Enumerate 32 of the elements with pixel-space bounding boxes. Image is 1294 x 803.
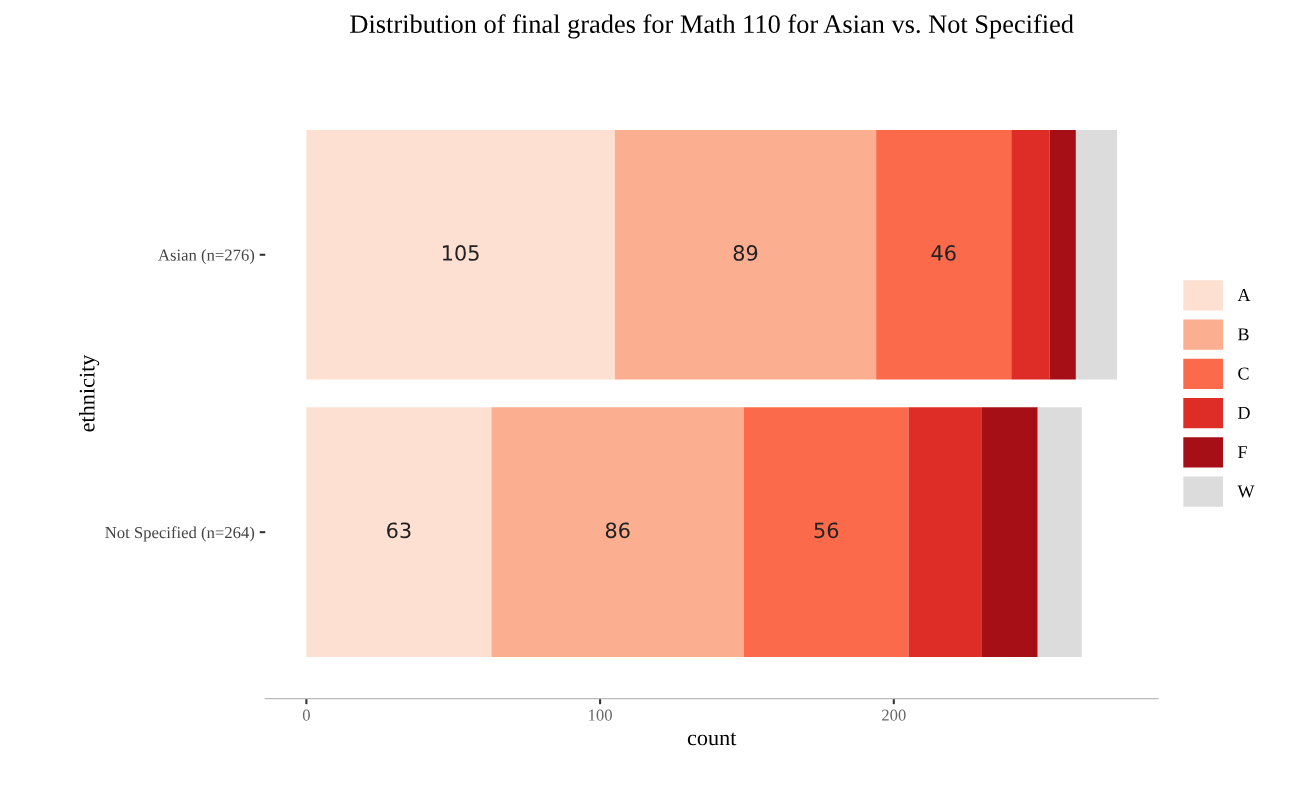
bar — [876, 129, 1012, 380]
bar — [981, 407, 1038, 657]
x-axis-title: count — [687, 732, 737, 746]
data-label: 56 — [814, 522, 839, 539]
chart-title: Distribution of final grades for Math 110 for Asian vs. Not Specified — [350, 14, 1074, 39]
data-label: 46 — [931, 245, 956, 261]
bar — [908, 407, 982, 657]
bar — [614, 129, 877, 380]
legend-label: B — [1237, 328, 1249, 341]
legend-label: C — [1238, 367, 1249, 380]
bar — [1075, 129, 1118, 380]
bar — [306, 129, 615, 380]
x-tick-label: 200 — [882, 709, 906, 721]
bar — [744, 407, 909, 657]
bar — [1011, 129, 1050, 380]
legend-label: W — [1237, 485, 1255, 498]
x-tick-label: 100 — [589, 709, 612, 721]
x-tick-label: 0 — [302, 709, 310, 721]
bar — [306, 407, 492, 657]
legend-label: A — [1237, 289, 1251, 301]
data-label: 89 — [733, 245, 758, 261]
y-tick-label: Asian (n=276) — [158, 248, 255, 265]
legend-label: D — [1237, 406, 1250, 419]
data-label: 105 — [442, 245, 479, 261]
bar — [1049, 129, 1076, 380]
legend-label: F — [1237, 446, 1247, 459]
y-axis-title: ethnicity — [78, 354, 100, 432]
bar — [491, 407, 745, 657]
data-label: 63 — [387, 522, 411, 539]
data-label: 86 — [605, 522, 630, 539]
y-tick-label: Not Specified (n=264) — [105, 526, 255, 542]
bar — [1037, 407, 1082, 657]
